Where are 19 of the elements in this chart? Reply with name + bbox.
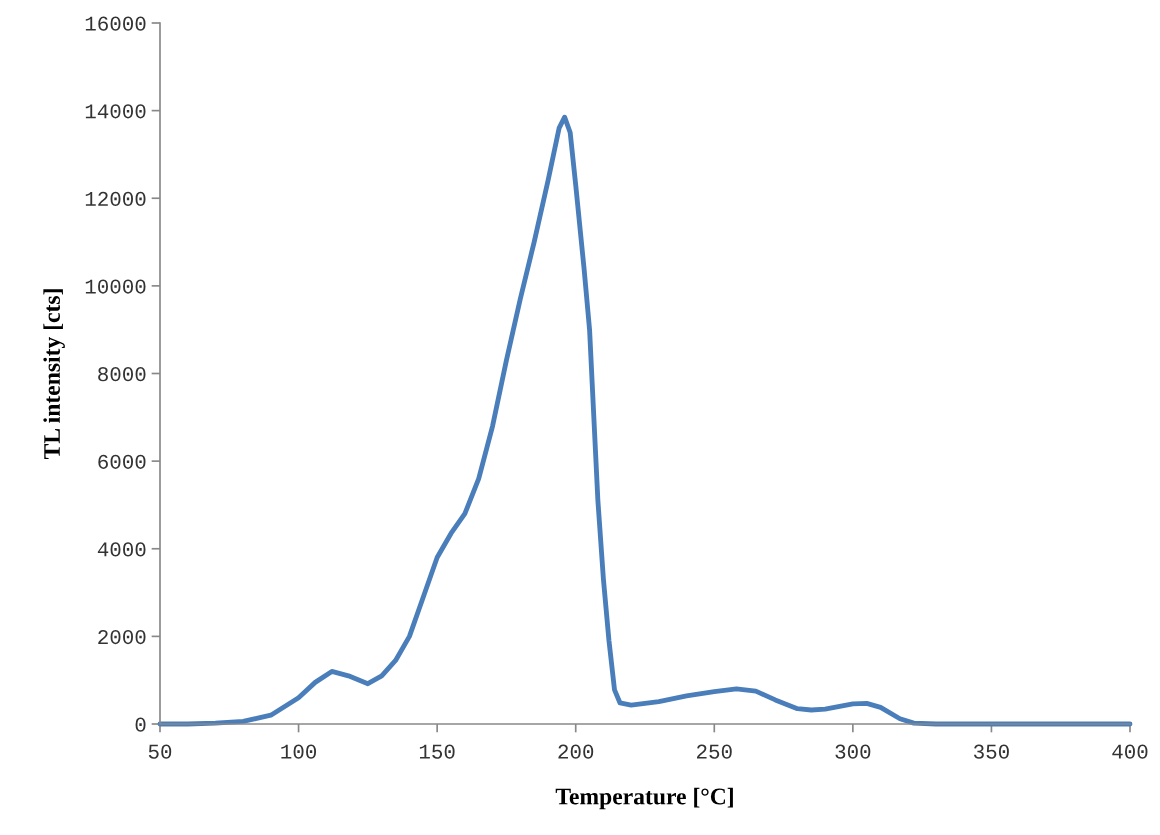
x-tick-label: 250 bbox=[697, 744, 732, 759]
x-tick-label: 200 bbox=[558, 744, 594, 759]
y-tick-label: 16000 bbox=[85, 16, 146, 31]
y-tick-label: 14000 bbox=[85, 104, 146, 119]
y-tick-label: 12000 bbox=[85, 191, 146, 206]
x-tick-label: 50 bbox=[148, 744, 172, 759]
x-axis-title: Temperature [°C] bbox=[555, 787, 733, 810]
y-tick-label: 10000 bbox=[85, 279, 146, 294]
y-tick-label: 0 bbox=[135, 717, 146, 732]
x-tick-label: 100 bbox=[281, 744, 317, 759]
y-tick-label: 2000 bbox=[98, 629, 146, 645]
y-tick-label: 8000 bbox=[98, 367, 146, 382]
x-tick-label: 400 bbox=[1112, 744, 1148, 759]
y-axis-title: TL intensity [cts] bbox=[43, 289, 65, 460]
x-tick-label: 350 bbox=[973, 744, 1009, 759]
x-tick-label: 150 bbox=[419, 744, 455, 759]
y-tick-label: 4000 bbox=[97, 542, 146, 557]
y-tick-label: 6000 bbox=[98, 454, 146, 469]
x-tick-label: 300 bbox=[835, 744, 871, 759]
